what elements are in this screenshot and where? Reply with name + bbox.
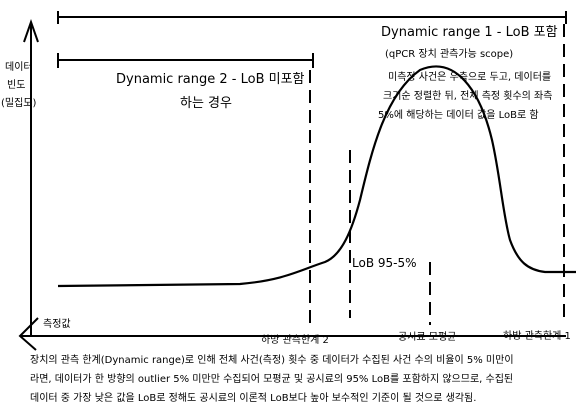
footer-line-2: 라면, 데이터가 한 방향의 outlier 5% 미만만 수집되어 모평균 및… — [30, 374, 514, 385]
range1-subtitle: (qPCR 장치 관측가능 scope) — [385, 49, 514, 60]
lob-note-line-3: 5%에 해당하는 데이터 값을 LoB로 함 — [378, 110, 539, 121]
y-axis-label-line-3: (밀집도) — [1, 98, 37, 109]
sample-mean-label: 공시료 모평균 — [398, 332, 457, 343]
distribution-curve — [57, 65, 576, 288]
range2-title: Dynamic range 2 - LoB 미포함 — [116, 72, 305, 87]
footer-line-3: 데이터 중 가장 낮은 값을 LoB로 정해도 공시료의 이론적 LoB보다 높… — [30, 393, 477, 404]
upper-limit-1-label: 하방 관측한계 1 — [503, 331, 571, 342]
lob-note-line-1: 미측정 사건은 우측으로 두고, 데이터를 — [388, 72, 552, 83]
x-axis-arrowhead — [18, 317, 39, 351]
y-axis-label-line-2: 빈도 — [7, 80, 26, 91]
y-axis-arrowhead — [23, 18, 39, 43]
range1-title: Dynamic range 1 - LoB 포함 — [381, 25, 558, 40]
y-axis-label-line-1: 데이터 — [5, 62, 33, 73]
lower-limit-2-label: 하방 관측한계 2 — [261, 335, 329, 346]
lob-note-line-2: 크기순 정렬한 뒤, 전체 측정 횟수의 좌측 — [383, 91, 553, 102]
lob-label: LoB 95-5% — [352, 256, 417, 270]
x-axis-label: 측정값 — [43, 319, 71, 330]
footer-line-1: 장치의 관측 한계(Dynamic range)로 인해 전체 사건(측정) 횟… — [30, 355, 514, 366]
range2-subtitle: 하는 경우 — [180, 96, 232, 111]
